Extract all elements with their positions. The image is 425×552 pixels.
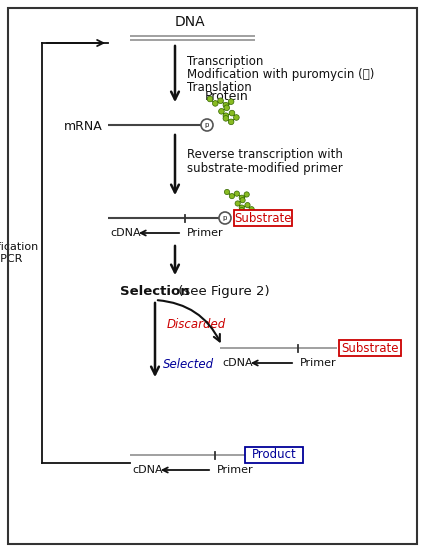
Circle shape [239,208,244,213]
Circle shape [212,100,218,106]
Text: Selected: Selected [163,358,214,371]
Circle shape [235,201,240,206]
Bar [339,340,401,356]
Text: Amplification
by PCR: Amplification by PCR [0,242,39,264]
Circle shape [218,98,224,104]
Text: Reverse transcription with: Reverse transcription with [187,148,343,161]
Circle shape [234,115,239,120]
Text: Substrate: Substrate [341,342,399,354]
Text: Discarded: Discarded [167,318,226,331]
Circle shape [201,119,213,131]
Circle shape [219,212,231,224]
Text: p: p [223,215,227,221]
Text: Transcription: Transcription [187,55,264,68]
FancyArrowPatch shape [158,300,220,341]
Text: Primer: Primer [187,228,224,238]
Text: p: p [205,122,209,128]
Circle shape [228,99,234,104]
Circle shape [230,194,235,199]
Text: (see Figure 2): (see Figure 2) [174,285,269,298]
Circle shape [244,192,249,197]
Circle shape [218,109,224,114]
Text: cDNA: cDNA [222,358,252,368]
Text: Primer: Primer [300,358,337,368]
Circle shape [240,198,245,203]
Text: Translation: Translation [187,81,252,94]
Text: Protein: Protein [205,91,249,104]
Text: Modification with puromycin (Ⓟ): Modification with puromycin (Ⓟ) [187,68,374,81]
Circle shape [224,105,230,110]
Circle shape [249,206,254,212]
Circle shape [229,110,235,116]
Text: substrate-modified primer: substrate-modified primer [187,162,343,175]
Bar [245,447,303,463]
Circle shape [223,102,229,108]
Circle shape [228,119,234,125]
Circle shape [244,211,249,216]
Text: Substrate: Substrate [234,211,292,225]
Text: mRNA: mRNA [64,119,103,132]
Bar [234,210,292,226]
Circle shape [207,96,213,102]
Text: Selection: Selection [120,285,190,298]
Circle shape [223,113,229,119]
Circle shape [224,189,230,195]
Text: cDNA: cDNA [110,228,141,238]
Circle shape [245,203,250,208]
Text: cDNA: cDNA [132,465,163,475]
Circle shape [234,191,239,197]
Circle shape [239,195,244,200]
Circle shape [239,205,244,210]
Text: DNA: DNA [175,15,205,29]
Text: Product: Product [252,448,296,461]
Circle shape [223,115,229,121]
Text: Primer: Primer [217,465,254,475]
